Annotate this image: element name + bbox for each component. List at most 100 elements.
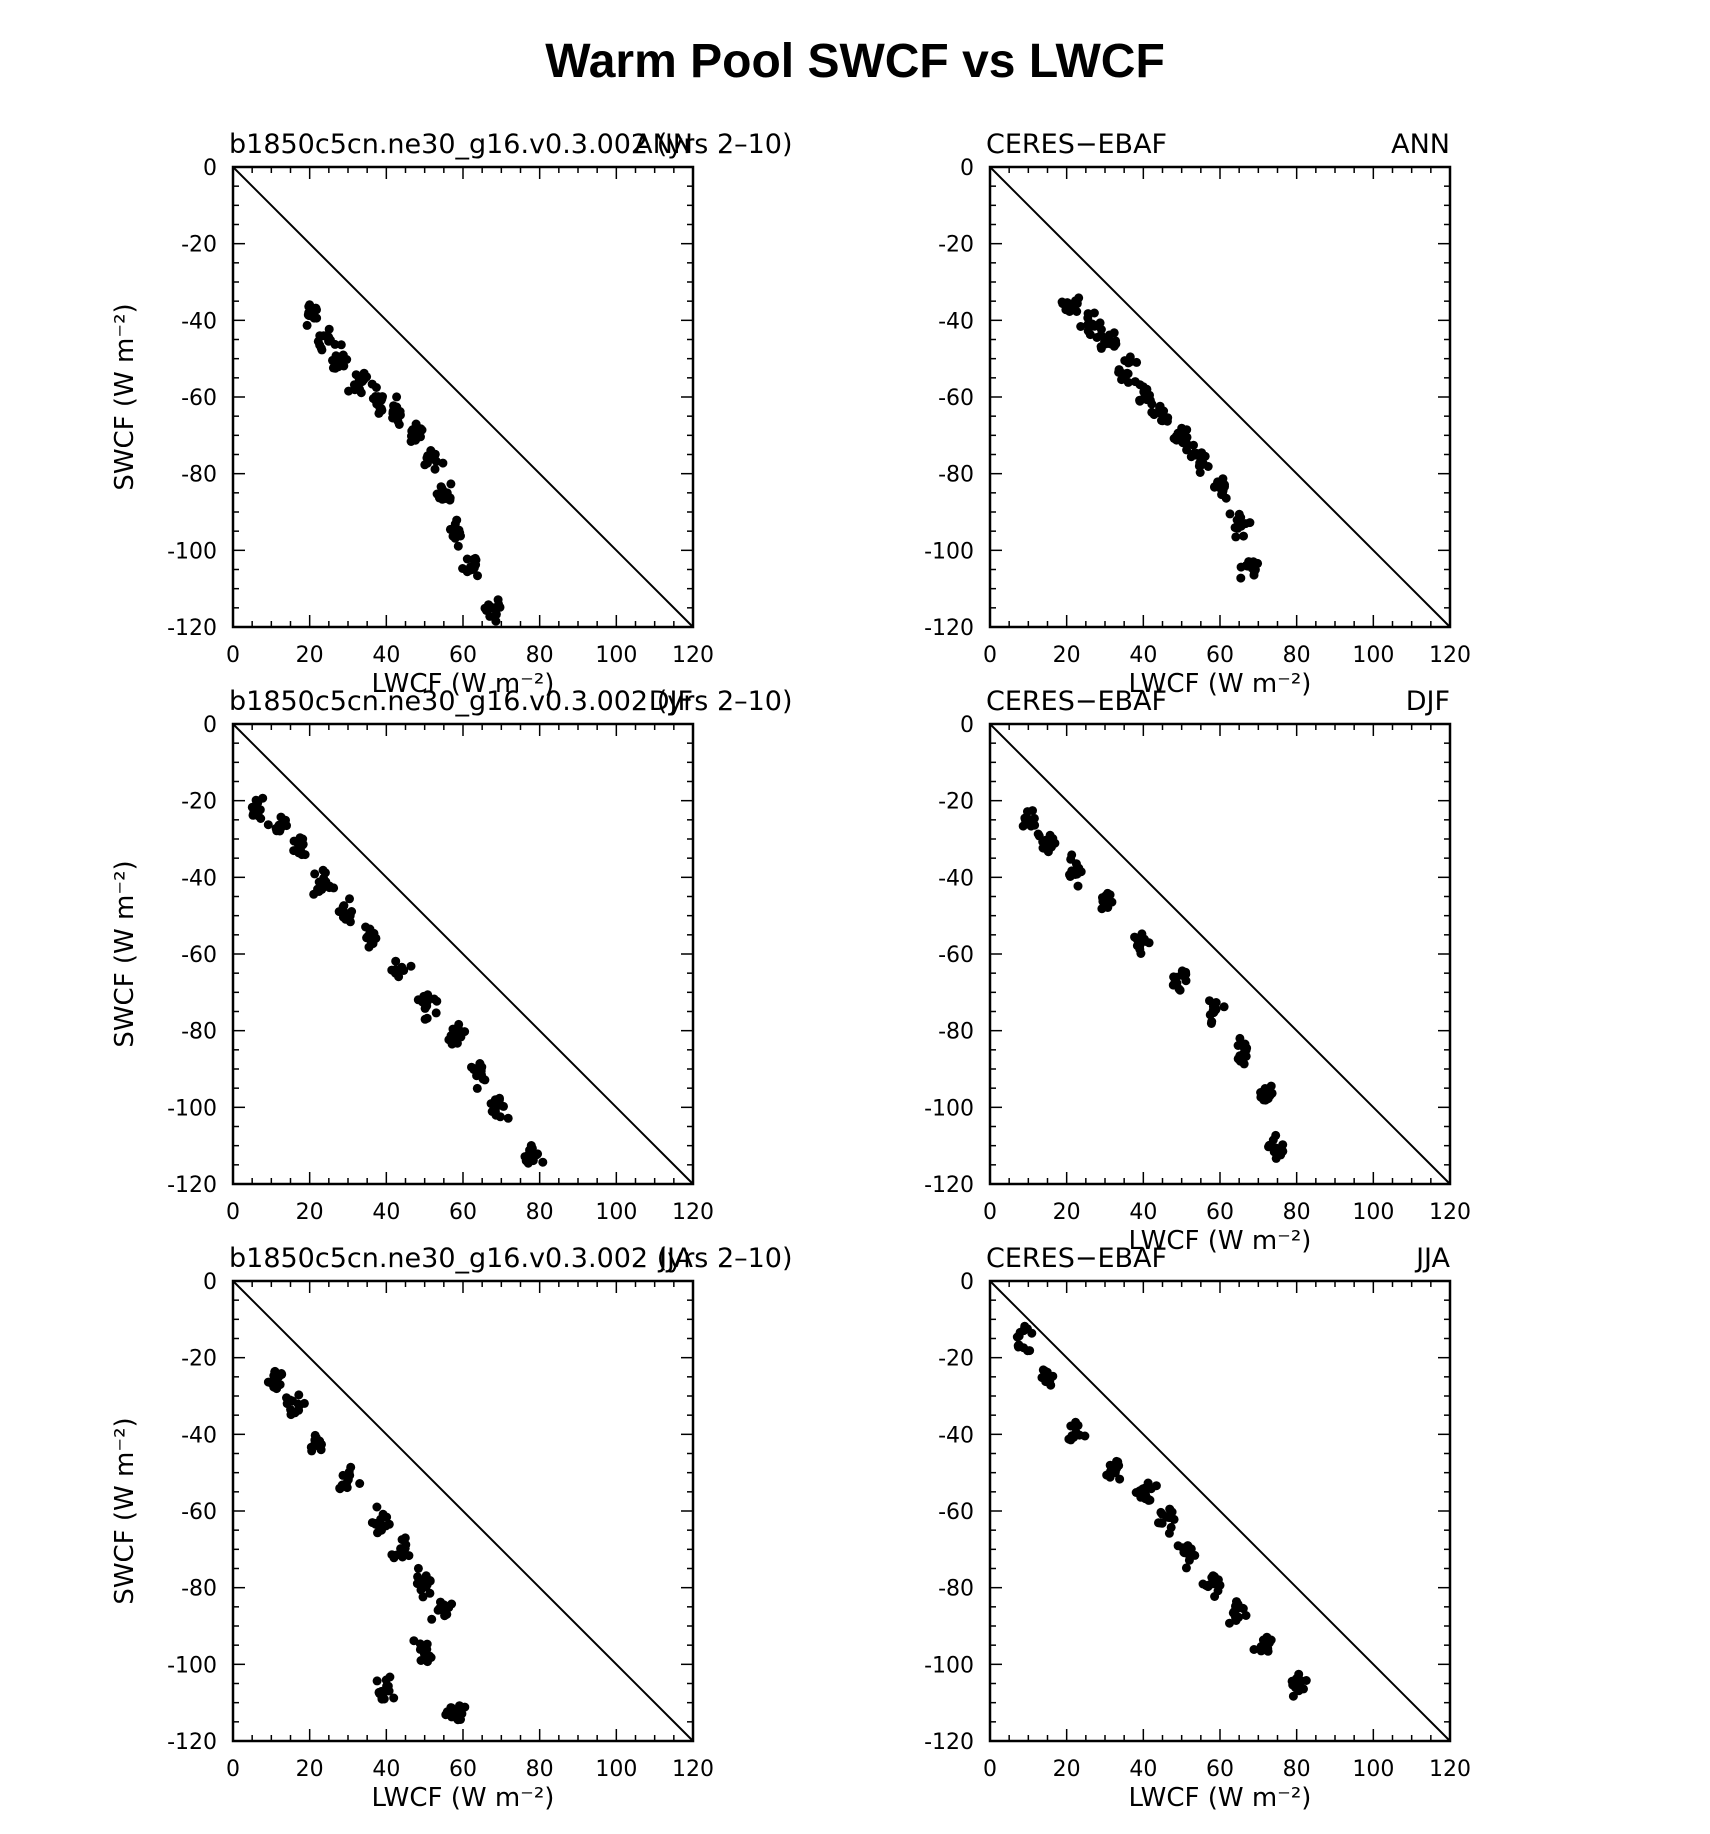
data-point (437, 1605, 447, 1615)
data-point (372, 1502, 382, 1512)
data-point (304, 311, 314, 321)
data-point (371, 933, 381, 943)
data-point (1174, 984, 1184, 994)
data-point (378, 392, 387, 402)
one-to-one-line (989, 723, 1451, 1185)
panel-season-label: ANN (1391, 129, 1450, 160)
data-point (1095, 318, 1105, 328)
data-point (469, 563, 479, 573)
y-tick-label: -20 (181, 233, 217, 258)
data-point (1210, 1592, 1220, 1601)
data-point (1097, 904, 1107, 914)
x-tick-label: 20 (1053, 1200, 1081, 1225)
data-point (1135, 396, 1145, 406)
data-point (1235, 1033, 1245, 1043)
data-point (1182, 425, 1192, 435)
data-point (1182, 445, 1192, 455)
data-point (1249, 1645, 1259, 1654)
data-point (1301, 1676, 1311, 1685)
data-point (494, 599, 504, 609)
data-point (1220, 482, 1229, 492)
x-tick-label: 20 (296, 1200, 324, 1225)
data-point (413, 1563, 423, 1573)
data-point (1159, 406, 1169, 416)
data-point (275, 1380, 285, 1390)
data-point (388, 409, 398, 418)
y-tick-label: -80 (938, 1577, 974, 1602)
data-point (1157, 1518, 1167, 1528)
y-tick-label: -100 (167, 1653, 217, 1678)
data-point (416, 1585, 426, 1595)
data-point (1115, 1474, 1125, 1484)
y-tick-label: -60 (938, 1500, 974, 1525)
data-point (1074, 863, 1084, 873)
y-tick-label: -120 (924, 1173, 974, 1198)
y-tick-label: -60 (181, 1500, 217, 1525)
one-to-one-line (232, 166, 694, 628)
data-point (1167, 1507, 1177, 1517)
y-tick-label: -40 (938, 309, 974, 334)
data-point (1206, 1019, 1216, 1028)
x-tick-label: 80 (526, 1757, 554, 1782)
data-point (422, 1013, 432, 1023)
x-tick-label: 40 (372, 1200, 400, 1225)
data-point (476, 1064, 486, 1074)
data-point (344, 909, 354, 919)
data-point (1219, 1002, 1229, 1012)
data-point (317, 1439, 326, 1449)
data-point (1208, 1579, 1218, 1589)
data-point (455, 528, 465, 538)
data-point (491, 610, 501, 620)
data-point (1136, 949, 1146, 958)
data-point (371, 383, 381, 392)
data-point (1107, 897, 1117, 907)
y-tick-label: -60 (938, 943, 974, 968)
y-tick-label: -40 (181, 866, 217, 891)
data-point (277, 1370, 287, 1379)
x-axis-label: LWCF (W m⁻²) (372, 669, 555, 699)
data-point (1135, 380, 1145, 390)
y-tick-label: 0 (960, 156, 974, 181)
panel-season-label: ANN (634, 129, 693, 160)
y-tick-label: -120 (924, 1730, 974, 1755)
data-point (1109, 328, 1119, 338)
y-tick-label: -20 (181, 790, 217, 815)
data-point (418, 997, 428, 1007)
data-point (478, 1074, 488, 1084)
data-point (1067, 866, 1077, 876)
data-point (385, 1672, 395, 1682)
data-point (276, 823, 286, 832)
y-tick-label: -100 (924, 539, 974, 564)
x-tick-label: 100 (595, 1200, 637, 1225)
data-point (389, 1553, 399, 1563)
data-point (1045, 830, 1055, 840)
data-point (345, 894, 354, 904)
data-point (437, 483, 447, 493)
data-point (1253, 558, 1263, 568)
data-point (1157, 1509, 1167, 1519)
data-point (447, 1599, 457, 1609)
panel-left-label: b1850c5cn.ne30_g16.v0.3.002 (yrs 2–10) (229, 1243, 793, 1274)
panel-left-label: CERES−EBAF (986, 686, 1167, 717)
data-point (328, 363, 338, 373)
x-tick-label: 80 (1283, 643, 1311, 668)
data-point (1027, 1328, 1037, 1338)
data-point (538, 1157, 548, 1167)
y-tick-label: 0 (203, 1270, 217, 1295)
y-tick-label: -120 (167, 1173, 217, 1198)
x-tick-label: 0 (983, 643, 997, 668)
data-point (1238, 1604, 1248, 1614)
data-point (1108, 338, 1118, 347)
data-point (1180, 971, 1190, 981)
data-point (354, 374, 364, 384)
data-point (1208, 1571, 1218, 1581)
x-tick-label: 40 (372, 643, 400, 668)
data-point (249, 808, 259, 818)
x-tick-label: 120 (672, 1200, 714, 1225)
data-point (1134, 941, 1144, 951)
data-point (270, 1366, 280, 1376)
data-point (1023, 814, 1033, 824)
data-point (430, 464, 440, 474)
scatter-panel: 0 20 40 60 80 100 120 0 -20 -40 -60 -80 -100 -120 CERE… (924, 129, 1471, 699)
data-point (1231, 532, 1241, 542)
